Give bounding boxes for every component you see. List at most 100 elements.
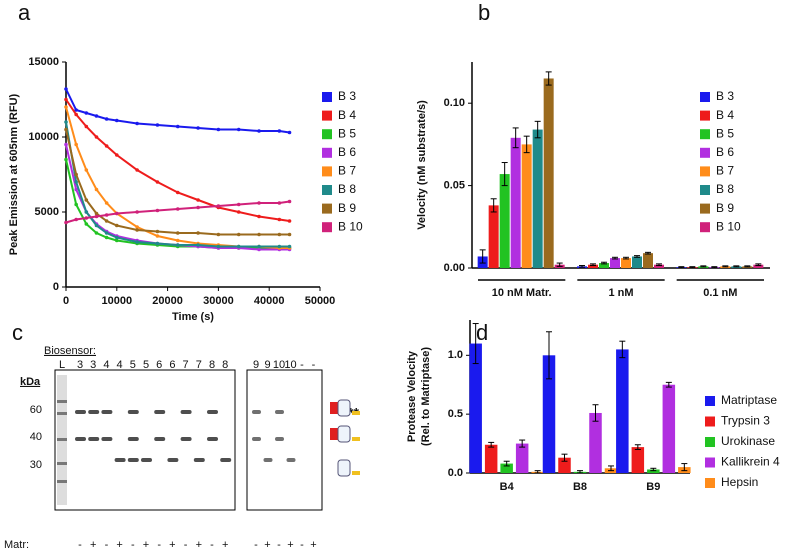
y-tick-label: 15000: [28, 56, 59, 68]
matr-sign: +: [143, 539, 149, 551]
data-point: [175, 207, 180, 211]
matr-label: Matr:: [4, 539, 29, 551]
data-point: [196, 198, 200, 202]
data-point: [257, 129, 261, 133]
lane-label: 4: [103, 359, 109, 371]
band: [252, 437, 261, 441]
data-point: [155, 241, 160, 246]
matr-sign: +: [90, 539, 96, 551]
data-point: [94, 231, 99, 235]
x-axis-label: Time (s): [172, 311, 214, 323]
data-point: [74, 202, 78, 207]
x-tick-label: 0: [63, 295, 69, 307]
legend-label: B 6: [716, 145, 734, 159]
legend-label: B 3: [338, 89, 356, 103]
ladder-band: [57, 438, 67, 441]
data-point: [287, 130, 292, 135]
data-point: [155, 180, 160, 184]
series-line: [65, 129, 290, 236]
icon-tag: [352, 471, 360, 475]
matr-sign: +: [310, 539, 316, 551]
band: [75, 437, 86, 441]
data-point: [236, 210, 241, 214]
band: [275, 410, 284, 414]
legend-swatch: [700, 222, 710, 233]
band: [252, 410, 261, 414]
legend-swatch: [705, 478, 715, 488]
data-point: [104, 213, 109, 217]
lane-label: 3: [90, 359, 96, 371]
data-point: [216, 232, 221, 237]
data-point: [115, 223, 119, 228]
kda-marker: 60: [30, 404, 42, 416]
legend-label: B 10: [716, 219, 741, 233]
bar: [499, 174, 510, 268]
legend-swatch: [700, 147, 710, 158]
data-point: [84, 210, 89, 214]
legend-swatch: [700, 92, 710, 102]
data-point: [64, 105, 68, 109]
legend-label: Trypsin 3: [721, 414, 770, 428]
legend-swatch: [705, 416, 715, 427]
legend-swatch: [322, 222, 332, 233]
data-point: [196, 231, 200, 235]
data-point: [104, 219, 109, 223]
bar: [654, 264, 664, 268]
lane-label: 8: [209, 359, 215, 371]
data-point: [277, 201, 282, 205]
data-point: [175, 238, 180, 243]
data-point: [115, 153, 119, 157]
x-tick-label: B9: [646, 481, 660, 493]
x-tick-label: 20000: [152, 295, 183, 307]
legend-label: B 5: [338, 126, 356, 140]
lane-label: 7: [183, 359, 189, 371]
data-point: [135, 225, 139, 229]
data-point: [277, 232, 282, 237]
band: [114, 458, 126, 462]
kda-marker: 30: [30, 459, 42, 471]
data-point: [236, 244, 241, 249]
band: [101, 437, 113, 441]
legend-label: Hepsin: [721, 475, 758, 489]
data-point: [84, 222, 89, 226]
legend-label: B 5: [716, 126, 734, 140]
band: [220, 458, 232, 462]
panel-label: b: [478, 0, 490, 25]
data-point: [115, 235, 119, 240]
x-tick-label: 1 nM: [608, 287, 633, 299]
bar: [632, 256, 642, 268]
matr-sign: -: [254, 539, 258, 551]
icon-body: [337, 459, 351, 477]
y-tick-label: 0: [53, 281, 59, 293]
data-point: [257, 244, 261, 249]
ladder-band: [57, 400, 67, 403]
data-point: [74, 172, 78, 177]
matr-sign: +: [196, 539, 202, 551]
icon-body: [337, 425, 351, 443]
x-tick-label: 10 nM Matr.: [492, 287, 552, 299]
band: [180, 437, 192, 441]
x-tick-label: 40000: [254, 295, 285, 307]
bar: [647, 469, 660, 473]
data-point: [74, 112, 78, 117]
data-point: [216, 204, 221, 208]
icon-head: [330, 402, 339, 414]
bar: [753, 264, 764, 268]
data-point: [94, 223, 99, 228]
band: [127, 437, 139, 441]
data-point: [175, 124, 180, 129]
data-point: [287, 244, 292, 249]
data-point: [84, 124, 89, 129]
y-tick-label: 5000: [35, 206, 59, 218]
data-point: [277, 244, 282, 249]
data-point: [277, 217, 282, 222]
lane-label: 4: [117, 359, 123, 371]
data-point: [155, 229, 160, 234]
lane-label: 10: [273, 359, 285, 371]
panel-label: d: [476, 320, 488, 345]
lane-label: -: [300, 359, 304, 371]
x-tick-label: 30000: [203, 295, 234, 307]
data-point: [64, 97, 68, 102]
data-point: [257, 201, 261, 205]
kda-label: kDa: [20, 376, 41, 388]
